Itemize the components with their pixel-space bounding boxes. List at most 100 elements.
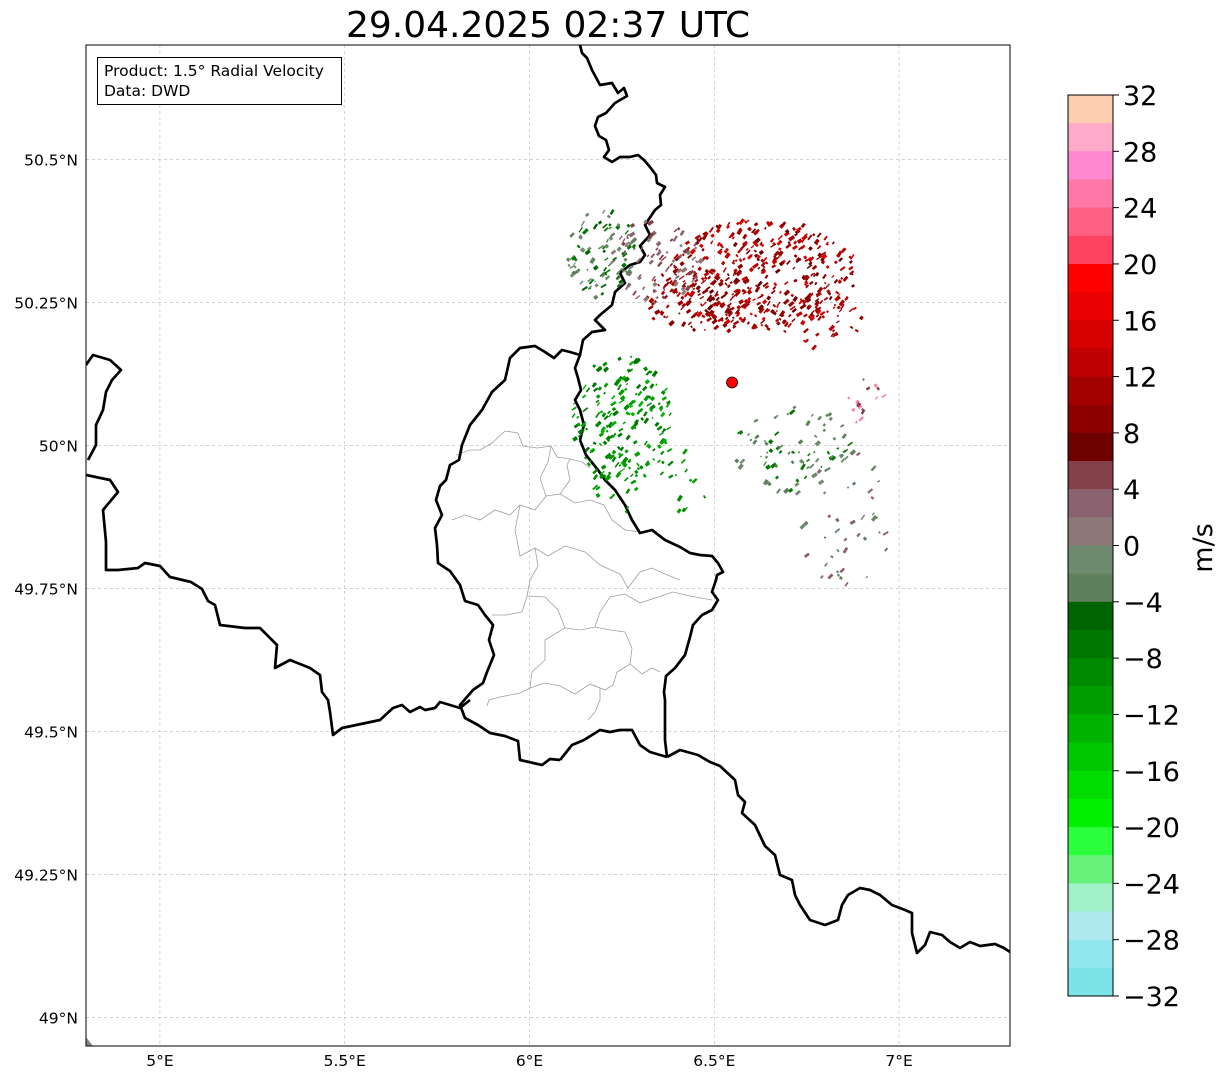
echo-pixel bbox=[685, 250, 692, 256]
echo-pixel bbox=[602, 223, 608, 229]
echo-pixel bbox=[801, 299, 806, 303]
echo-pixel bbox=[816, 295, 819, 298]
echo-pixel bbox=[840, 276, 844, 281]
echo-pixel bbox=[588, 287, 592, 290]
echo-pixel bbox=[608, 226, 612, 230]
y-tick-label: 49.75°N bbox=[14, 580, 78, 598]
y-tick-label: 50.25°N bbox=[14, 294, 78, 312]
echo-pixel bbox=[632, 399, 637, 404]
echo-pixel bbox=[629, 404, 634, 409]
echo-pixel bbox=[591, 382, 598, 388]
echo-pixel bbox=[687, 321, 692, 326]
echo-pixel bbox=[815, 457, 820, 463]
echo-pixel bbox=[809, 315, 815, 322]
echo-pixel bbox=[836, 447, 840, 450]
echo-pixel bbox=[766, 295, 772, 301]
echo-pixel bbox=[771, 264, 777, 269]
echo-pixel bbox=[592, 468, 599, 475]
echo-pixel bbox=[588, 278, 595, 285]
echo-pixel bbox=[604, 268, 611, 274]
echo-pixel bbox=[853, 306, 857, 310]
echo-pixel bbox=[807, 453, 811, 457]
echo-pixel bbox=[760, 261, 766, 268]
echo-pixel bbox=[747, 322, 750, 325]
echo-pixel bbox=[787, 322, 792, 328]
echo-pixel bbox=[878, 531, 881, 534]
echo-pixel bbox=[625, 488, 631, 495]
echo-pixel bbox=[611, 406, 617, 412]
echo-pixel bbox=[628, 360, 634, 366]
echo-pixel bbox=[595, 485, 601, 491]
echo-pixel bbox=[672, 287, 678, 293]
echo-pixel bbox=[659, 471, 665, 476]
echo-pixel bbox=[735, 253, 739, 258]
echo-pixel bbox=[741, 276, 747, 282]
echo-pixel bbox=[620, 375, 627, 381]
echo-pixel bbox=[871, 512, 875, 516]
echo-pixel bbox=[603, 391, 606, 395]
echo-pixel bbox=[877, 480, 881, 483]
echo-pixel bbox=[792, 266, 796, 270]
echo-pixel bbox=[618, 388, 625, 396]
echo-pixel bbox=[816, 469, 822, 475]
echo-pixel bbox=[750, 245, 755, 249]
echo-pixel bbox=[691, 265, 695, 268]
echo-pixel bbox=[803, 475, 808, 480]
echo-pixel bbox=[776, 240, 782, 246]
echo-pixel bbox=[706, 296, 712, 302]
echo-pixel bbox=[726, 328, 732, 334]
echo-pixel bbox=[796, 238, 803, 244]
echo-pixel bbox=[808, 261, 813, 266]
echo-pixel bbox=[800, 244, 806, 250]
echo-pixel bbox=[741, 288, 747, 294]
echo-pixel bbox=[753, 418, 759, 423]
echo-pixel bbox=[662, 315, 666, 319]
echo-pixel bbox=[774, 431, 780, 436]
echo-pixel bbox=[734, 259, 738, 262]
echo-pixel bbox=[616, 283, 621, 288]
echo-pixel bbox=[847, 396, 851, 400]
echo-pixel bbox=[744, 219, 750, 224]
echo-pixel bbox=[624, 242, 629, 248]
echo-pixel bbox=[759, 455, 763, 458]
echo-pixel bbox=[849, 449, 857, 456]
echo-pixel bbox=[836, 252, 841, 258]
echo-pixel bbox=[794, 482, 800, 487]
echo-pixel bbox=[826, 289, 831, 294]
echo-pixel bbox=[605, 435, 612, 442]
echo-pixel bbox=[784, 322, 789, 328]
echo-pixel bbox=[792, 295, 799, 302]
echo-pixel bbox=[611, 456, 617, 462]
echo-pixel bbox=[626, 245, 632, 250]
echo-pixel bbox=[788, 235, 796, 242]
echo-pixel bbox=[764, 441, 769, 446]
echo-pixel bbox=[601, 209, 606, 214]
echo-pixel bbox=[804, 280, 809, 285]
echo-pixel bbox=[774, 416, 777, 420]
echo-pixel bbox=[611, 449, 617, 455]
echo-pixel bbox=[871, 514, 878, 522]
echo-pixel bbox=[653, 278, 657, 282]
echo-pixel bbox=[580, 220, 585, 227]
echo-pixel bbox=[634, 419, 640, 425]
echo-pixel bbox=[681, 267, 688, 273]
echo-pixel bbox=[677, 255, 681, 259]
echo-pixel bbox=[795, 311, 803, 318]
echo-pixel bbox=[774, 464, 779, 469]
echo-pixel bbox=[665, 277, 672, 282]
echo-pixel bbox=[842, 546, 849, 554]
echo-pixel bbox=[682, 448, 688, 455]
echo-pixel bbox=[624, 510, 628, 514]
echo-pixel bbox=[589, 449, 594, 454]
echo-pixel bbox=[832, 436, 837, 441]
echo-pixel bbox=[757, 304, 765, 311]
echo-pixel bbox=[804, 338, 810, 344]
echo-pixel bbox=[801, 235, 807, 241]
echo-pixel bbox=[828, 416, 833, 422]
echo-pixel bbox=[815, 314, 820, 318]
echo-pixel bbox=[691, 478, 698, 484]
echo-pixel bbox=[616, 246, 622, 252]
echo-pixel bbox=[630, 411, 636, 417]
echo-pixel bbox=[661, 396, 668, 401]
